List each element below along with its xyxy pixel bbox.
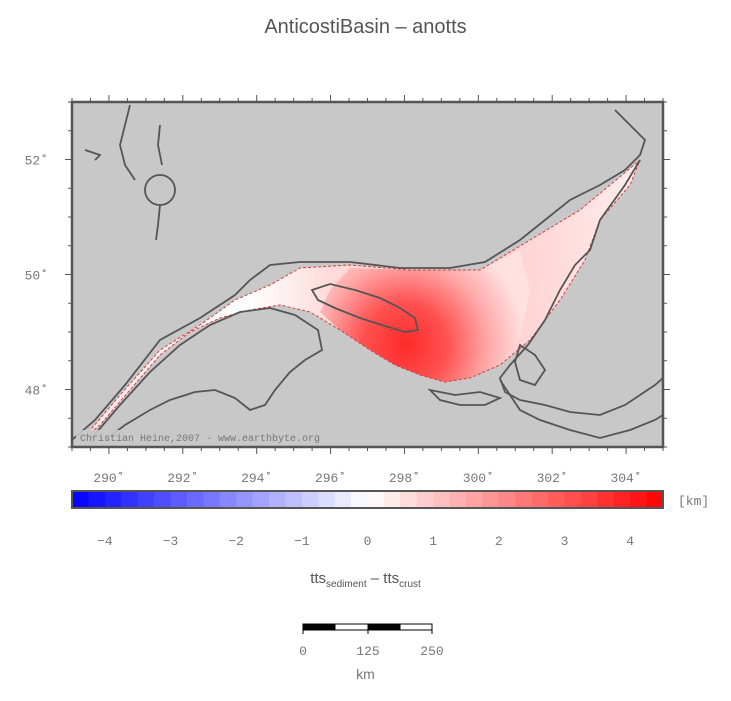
scale-seg-2 — [334, 623, 369, 631]
gaspe-peninsula — [89, 307, 324, 441]
colorbar-cell — [531, 491, 549, 508]
formula-term-a: tts — [310, 570, 327, 587]
colorbar-cell — [186, 491, 204, 508]
colorbar-cell — [318, 491, 336, 508]
colorbar — [72, 491, 664, 508]
colorbar-labels: −4 −3 −2 −1 0 1 2 3 4 — [97, 534, 634, 549]
credit-text: Christian Heine,2007 - www.earthbyte.org — [80, 433, 320, 445]
colorbar-unit: [km] — [678, 494, 709, 509]
colorbar-cell — [121, 491, 139, 508]
river-north — [119, 104, 136, 181]
colorbar-label: −1 — [294, 534, 310, 549]
colorbar-cell — [466, 491, 483, 508]
longitude-label: 296˚ — [315, 471, 346, 486]
coastlines — [72, 104, 663, 441]
colorbar-cell — [449, 491, 467, 508]
scale-unit: km — [356, 666, 375, 682]
colorbar-label: −2 — [228, 534, 244, 549]
colorbar-cell — [88, 491, 106, 508]
colorbar-cell — [269, 491, 286, 508]
scale-seg-4 — [399, 623, 433, 631]
colorbar-cell — [252, 491, 270, 508]
longitude-label: 302˚ — [537, 471, 568, 486]
latitude-label: 52˚ — [25, 154, 48, 169]
map-title: AnticostiBasin – anotts — [264, 16, 467, 38]
colorbar-cell — [646, 491, 664, 508]
longitude-label: 290˚ — [93, 471, 124, 486]
colorbar-formula: ttssediment – ttscrust — [0, 570, 731, 590]
colorbar-cell — [154, 491, 171, 508]
colorbar-label: 2 — [495, 534, 503, 549]
nova-scotia — [499, 379, 663, 439]
map-ticks — [65, 95, 670, 454]
colorbar-cell — [383, 491, 401, 508]
formula-sub-a: sediment — [326, 579, 367, 590]
longitude-label: 292˚ — [167, 471, 198, 486]
anticosti-island — [310, 283, 420, 333]
latitude-labels: 52˚ 50˚ 48˚ — [25, 154, 48, 399]
newfoundland-west — [498, 159, 663, 416]
cape-breton — [514, 343, 547, 387]
colorbar-cell — [400, 491, 418, 508]
north-shore — [72, 109, 647, 441]
latitude-label: 48˚ — [25, 384, 48, 399]
colorbar-cell — [498, 491, 516, 508]
colorbar-cell — [137, 491, 155, 508]
lake-small — [84, 149, 102, 161]
scale-label-0: 0 — [299, 644, 307, 659]
colorbar-cell — [367, 491, 385, 508]
colorbar-cell — [334, 491, 352, 508]
colorbar-cell — [285, 491, 303, 508]
longitude-label: 300˚ — [463, 471, 494, 486]
colorbar-label: −3 — [163, 534, 179, 549]
pei-island — [427, 388, 503, 406]
colorbar-cell — [564, 491, 582, 508]
colorbar-cell — [203, 491, 221, 508]
river-north-2 — [157, 124, 163, 166]
colorbar-label: 3 — [561, 534, 569, 549]
formula-sub-b: crust — [399, 579, 421, 590]
colorbar-cell — [482, 491, 500, 508]
longitude-label: 304˚ — [610, 471, 641, 486]
scale-label-125: 125 — [356, 644, 379, 659]
colorbar-cell — [548, 491, 565, 508]
colorbar-cell — [433, 491, 451, 508]
basin-anomaly — [320, 250, 530, 382]
longitude-label: 298˚ — [389, 471, 420, 486]
scale-bar: 0 125 250 — [299, 623, 444, 659]
colorbar-cell — [351, 491, 368, 508]
formula-operator: – — [366, 570, 384, 587]
scale-seg-1 — [302, 623, 336, 631]
credit-box — [76, 430, 378, 444]
colorbar-cell — [416, 491, 434, 508]
scale-label-250: 250 — [420, 644, 443, 659]
colorbar-label: 4 — [626, 534, 634, 549]
colorbar-frame — [71, 490, 664, 509]
colorbar-cell — [170, 491, 188, 508]
latitude-label: 50˚ — [25, 269, 48, 284]
colorbar-cell — [613, 491, 631, 508]
colorbar-cell — [580, 491, 598, 508]
scale-seg-3 — [367, 623, 401, 631]
longitude-label: 294˚ — [241, 471, 272, 486]
colorbar-label: −4 — [97, 534, 113, 549]
colorbar-label: 0 — [364, 534, 372, 549]
map-content — [72, 104, 663, 441]
colorbar-cell — [515, 491, 533, 508]
colorbar-cell — [597, 491, 615, 508]
river-lower — [155, 204, 161, 241]
colorbar-cell — [301, 491, 319, 508]
formula-term-b: tts — [383, 570, 400, 587]
colorbar-label: 1 — [429, 534, 437, 549]
manicouagan-reservoir — [144, 174, 176, 206]
longitude-labels: 290˚ 292˚ 294˚ 296˚ 298˚ 300˚ 302˚ 304˚ — [93, 471, 641, 486]
colorbar-cell — [219, 491, 237, 508]
colorbar-cell — [72, 491, 89, 508]
colorbar-cell — [236, 491, 254, 508]
colorbar-cell — [630, 491, 648, 508]
colorbar-cell — [104, 491, 122, 508]
